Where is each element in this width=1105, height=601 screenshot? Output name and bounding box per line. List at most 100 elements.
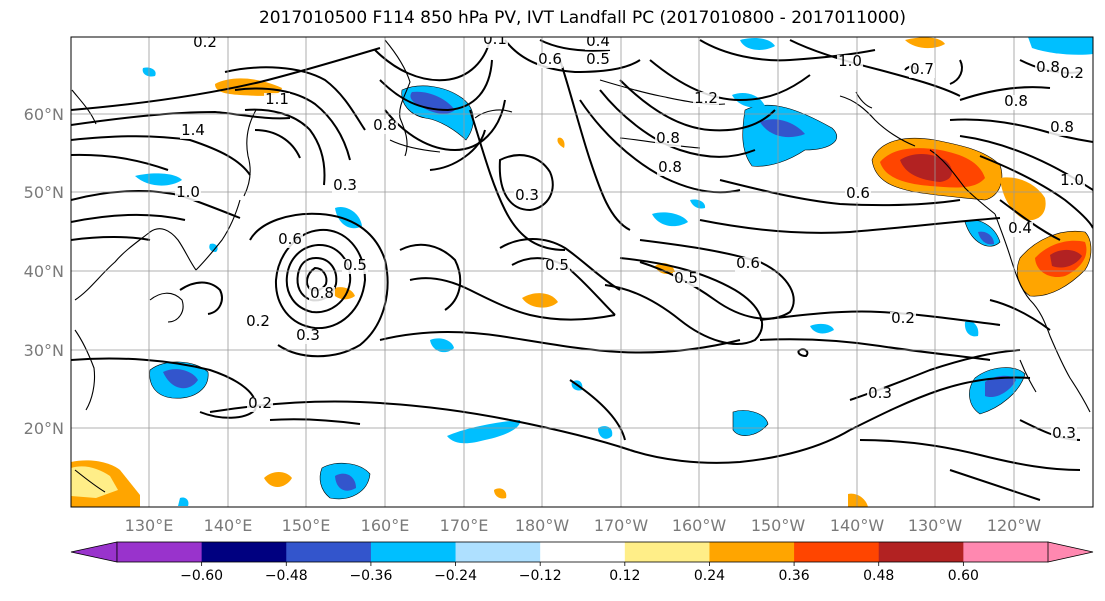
- contour-label: 0.4: [1008, 219, 1032, 237]
- lon-label: 140°E: [204, 516, 253, 535]
- contour-label-bg: [1035, 61, 1061, 76]
- contour-label-bg: [1007, 222, 1033, 237]
- contour-label: 0.3: [1052, 424, 1076, 442]
- contour-label: 0.8: [658, 158, 682, 176]
- contour-label: 0.1: [483, 30, 507, 48]
- contour-label-bg: [657, 161, 683, 176]
- colorbar-bin: [117, 542, 203, 562]
- contour-label-bg: [837, 55, 863, 70]
- contour-label-bg: [585, 53, 611, 68]
- colorbar-tick-label: 0.24: [694, 568, 725, 584]
- colorbar-tick-label: −0.48: [265, 568, 308, 584]
- colorbar-tick-label: −0.60: [180, 568, 223, 584]
- lon-label: 160°W: [672, 516, 727, 535]
- contour-label: 0.6: [846, 184, 870, 202]
- pv-contours: [71, 39, 1093, 501]
- contour-label-bg: [867, 387, 893, 402]
- latitude-labels: 60°N 50°N 40°N 30°N 20°N: [24, 105, 64, 438]
- colorbar-bin: [624, 542, 710, 562]
- colorbar-bin: [709, 542, 795, 562]
- lon-label: 170°W: [594, 516, 649, 535]
- contour-label: 0.3: [515, 186, 539, 204]
- contour-label: 0.2: [193, 33, 217, 51]
- contour-label-bg: [309, 287, 335, 302]
- contour-label-bg: [372, 119, 398, 134]
- contour-label: 0.2: [891, 309, 915, 327]
- contour-label: 0.2: [246, 312, 270, 330]
- contour-label-bg: [890, 312, 916, 327]
- contour-label: 0.8: [1004, 92, 1028, 110]
- colorbar-tick-label: 0.60: [948, 568, 979, 584]
- contour-label: 1.2: [694, 89, 718, 107]
- contour-label-bg: [693, 92, 719, 107]
- lon-label: 150°W: [751, 516, 806, 535]
- lat-label: 40°N: [24, 262, 64, 281]
- colorbar-tick-label: −0.24: [434, 568, 477, 584]
- contour-label-bg: [1059, 67, 1085, 82]
- map-frame: [70, 36, 1094, 508]
- contour-label-bg: [295, 329, 321, 344]
- lon-label: 170°E: [440, 516, 489, 535]
- colorbar-bin: [878, 542, 964, 562]
- contour-label: 0.7: [910, 60, 934, 78]
- lon-label: 140°W: [830, 516, 885, 535]
- contour-label-bg: [544, 259, 570, 274]
- contour-label-bg: [845, 187, 871, 202]
- contour-label: 0.8: [656, 129, 680, 147]
- contour-label: 0.6: [538, 50, 562, 68]
- lon-label: 160°E: [361, 516, 410, 535]
- colorbar-bin: [963, 542, 1049, 562]
- lat-label: 50°N: [24, 183, 64, 202]
- colorbar-bin: [794, 542, 880, 562]
- contour-label-bg: [514, 189, 540, 204]
- colorbar-extend-high: [1047, 541, 1094, 563]
- contour-label: 1.4: [181, 121, 205, 139]
- contour-label: 1.0: [838, 52, 862, 70]
- contour-label: 0.8: [1050, 118, 1074, 136]
- contour-label: 0.5: [586, 50, 610, 68]
- colorbar-bin: [286, 542, 372, 562]
- colorbar-tick-label: 0.12: [609, 568, 640, 584]
- contour-label: 0.3: [333, 176, 357, 194]
- lat-label: 20°N: [24, 419, 64, 438]
- colorbar: −0.60 −0.48 −0.36 −0.24 −0.12 0.12 0.24 0.36 0.4…: [70, 541, 1094, 584]
- lat-label: 30°N: [24, 341, 64, 360]
- lon-label: 130°E: [125, 516, 174, 535]
- contour-label: 0.8: [1036, 58, 1060, 76]
- contour-label: 0.2: [248, 394, 272, 412]
- contour-label: 0.8: [310, 284, 334, 302]
- contour-label: 0.5: [674, 269, 698, 287]
- contour-label: 0.2: [1060, 64, 1084, 82]
- contour-label: 0.4: [586, 32, 610, 50]
- contour-label-bg: [673, 272, 699, 287]
- contour-label-bg: [482, 37, 508, 48]
- colorbar-tick-label: 0.36: [779, 568, 810, 584]
- contour-label-bg: [1059, 174, 1085, 189]
- map-title: 2017010500 F114 850 hPa PV, IVT Landfall…: [258, 8, 906, 28]
- contour-label-bg: [245, 315, 271, 330]
- contour-label-bg: [342, 259, 368, 274]
- contour-label-bg: [1051, 427, 1077, 442]
- colorbar-frame: [116, 541, 1049, 563]
- colorbar-tick-label: −0.12: [519, 568, 562, 584]
- contour-label-bg: [735, 257, 761, 272]
- contour-labels: 0.2 0.40.50.60.11.00.80.80.80.80.80.60.30…: [175, 30, 1085, 442]
- contour-label: 1.0: [1060, 171, 1084, 189]
- contour-label: 0.5: [545, 256, 569, 274]
- colorbar-tick-label: 0.48: [863, 568, 894, 584]
- contour-label: 0.5: [343, 256, 367, 274]
- contour-label: 1.1: [265, 90, 289, 108]
- contour-label-bg: [909, 63, 935, 78]
- contour-label: 0.3: [868, 384, 892, 402]
- contour-label: 0.8: [373, 116, 397, 134]
- colorbar-bin: [370, 542, 457, 562]
- lon-label: 130°W: [908, 516, 963, 535]
- colorbar-bin: [540, 542, 626, 562]
- contour-label-bg: [1049, 121, 1075, 136]
- contour-label-bg: [585, 37, 611, 50]
- contour-label-bg: [1003, 95, 1029, 110]
- contour-label-bg: [192, 37, 218, 51]
- contour-label: 0.3: [296, 326, 320, 344]
- contour-label-bg: [180, 124, 206, 139]
